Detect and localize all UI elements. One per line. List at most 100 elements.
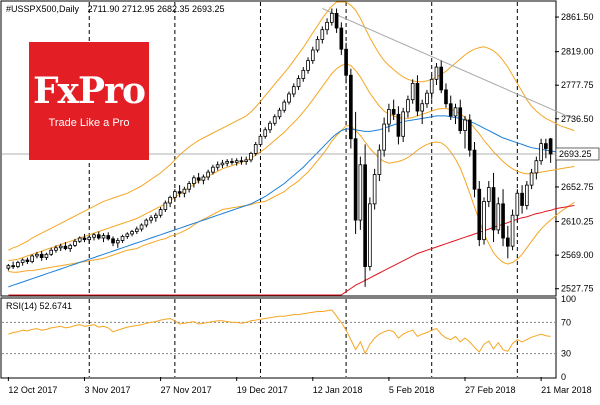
rsi-tick-label: 30: [561, 349, 571, 359]
candle-body: [486, 187, 491, 202]
candle-body: [87, 236, 92, 241]
ohlc-label: 2711.90 2712.95 2682.35 2693.25: [88, 4, 225, 14]
bollinger_upper-line: [8, 1, 575, 251]
candle-body: [339, 27, 344, 50]
candle-body: [425, 92, 429, 105]
candle-body: [477, 188, 482, 241]
price-tick-label: 2736.50: [561, 114, 594, 124]
candle-body: [211, 166, 215, 173]
candle-body: [77, 237, 82, 242]
x-tick-label: 27 Nov 2017: [161, 385, 212, 395]
candle-body: [291, 86, 296, 95]
candle-body: [6, 265, 11, 269]
candle-body: [192, 177, 196, 184]
candle-body: [472, 149, 477, 190]
price-tick-label: 2861.50: [561, 12, 594, 22]
candle-body: [149, 217, 153, 221]
logo-brand: FxPro: [32, 70, 146, 112]
candle-body: [130, 231, 134, 235]
candle-body: [272, 116, 277, 124]
candle-body: [396, 113, 401, 137]
candle-body: [296, 78, 301, 88]
candle-body: [329, 12, 334, 23]
candle-body: [39, 253, 44, 258]
candle-body: [453, 107, 458, 117]
candle-body: [520, 192, 524, 206]
candle-body: [363, 164, 367, 267]
candle-body: [201, 176, 206, 181]
candle-body: [377, 149, 382, 175]
candle-body: [177, 191, 182, 194]
candle-body: [320, 29, 325, 40]
candle-body: [548, 138, 553, 155]
candle-body: [230, 161, 234, 163]
candle-body: [420, 103, 425, 112]
candle-body: [287, 93, 291, 103]
x-tick-label: 19 Dec 2017: [237, 385, 288, 395]
candle-body: [263, 129, 268, 137]
price-tick-label: 2652.75: [561, 182, 594, 192]
candle-body: [16, 262, 20, 267]
candle-body: [196, 177, 201, 181]
candle-body: [482, 201, 486, 241]
price-tick-label: 2610.25: [561, 217, 594, 227]
candle-body: [249, 152, 253, 161]
symbol-label: #USSPX500,Daily: [6, 4, 80, 14]
candle-body: [439, 66, 444, 91]
candle-body: [25, 259, 30, 263]
candle-body: [325, 21, 329, 31]
x-tick-label: 12 Oct 2017: [8, 385, 57, 395]
candle-body: [315, 39, 320, 51]
candle-body: [463, 119, 467, 131]
trendline: [322, 8, 575, 120]
candle-body: [410, 82, 415, 101]
candle-body: [415, 82, 420, 112]
rsi-tick-label: 0: [561, 372, 566, 382]
logo-tagline: Trade Like a Pro: [48, 117, 130, 129]
candle-body: [277, 109, 282, 118]
candle-body: [58, 245, 63, 249]
rsi-tick-label: 70: [561, 317, 571, 327]
candle-body: [20, 259, 25, 263]
current-price-box: [555, 147, 600, 161]
rsi-label: RSI(14) 52.6741: [6, 301, 72, 311]
candle-body: [505, 237, 510, 247]
candle-body: [406, 99, 410, 113]
candle-body: [182, 188, 187, 194]
candle-body: [158, 209, 163, 216]
candle-body: [144, 219, 149, 226]
candle-body: [358, 164, 363, 221]
candle-body: [429, 78, 434, 94]
candle-body: [220, 162, 225, 166]
current-price-label: 2693.25: [559, 149, 592, 159]
candle-body: [92, 234, 96, 238]
candle-body: [268, 122, 272, 131]
fxpro-logo: FxPro Trade Like a Pro: [29, 42, 149, 160]
candle-body: [49, 249, 54, 255]
candle-body: [244, 159, 249, 162]
rsi-plot-frame: [0, 297, 557, 379]
candle-body: [187, 183, 191, 190]
candle-body: [82, 237, 87, 241]
candle-body: [173, 191, 177, 198]
candle-body: [253, 144, 258, 154]
x-tick-label: 12 Jan 2018: [313, 385, 363, 395]
candle-body: [382, 123, 386, 151]
candle-body: [534, 160, 539, 174]
candle-body: [372, 174, 377, 205]
x-tick-label: 5 Feb 2018: [389, 385, 435, 395]
rsi-tick-label: 100: [561, 294, 576, 304]
candle-body: [239, 160, 244, 163]
x-tick-label: 21 Mar 2018: [541, 385, 592, 395]
x-tick-label: 27 Feb 2018: [465, 385, 516, 395]
candle-body: [11, 265, 15, 268]
candle-body: [434, 66, 439, 80]
candle-body: [368, 203, 372, 267]
candle-body: [134, 228, 139, 232]
candle-body: [206, 171, 210, 178]
candle-body: [467, 119, 472, 151]
candle-body: [63, 245, 68, 250]
candle-body: [282, 101, 287, 111]
